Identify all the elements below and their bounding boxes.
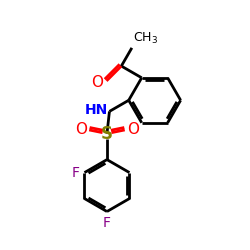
Text: F: F bbox=[103, 216, 111, 230]
Text: O: O bbox=[92, 75, 104, 90]
Text: CH$_3$: CH$_3$ bbox=[133, 31, 158, 46]
Text: O: O bbox=[75, 122, 87, 138]
Text: F: F bbox=[72, 166, 80, 179]
Text: HN: HN bbox=[85, 103, 108, 117]
Text: O: O bbox=[127, 122, 139, 138]
Text: S: S bbox=[101, 125, 113, 143]
